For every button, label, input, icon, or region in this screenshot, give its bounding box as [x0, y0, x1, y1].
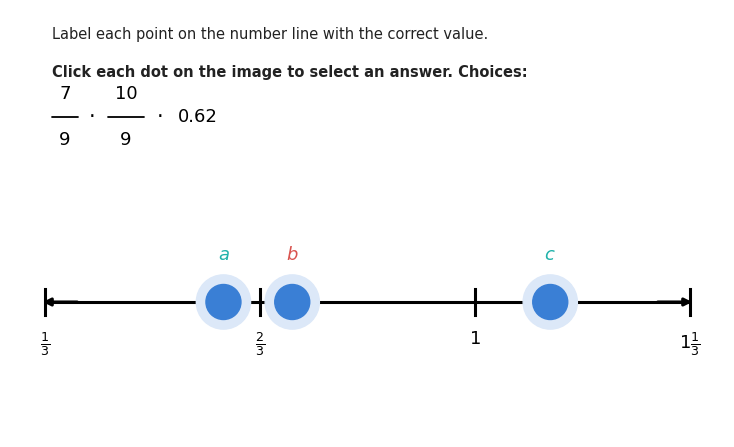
Text: $\frac{1}{3}$: $\frac{1}{3}$	[40, 330, 50, 358]
Text: 10: 10	[115, 85, 137, 103]
Text: $\it{c}$: $\it{c}$	[545, 246, 556, 264]
Circle shape	[196, 275, 250, 329]
Text: Label each point on the number line with the correct value.: Label each point on the number line with…	[52, 27, 488, 42]
Text: $1$: $1$	[469, 330, 481, 348]
Text: $\it{b}$: $\it{b}$	[286, 246, 299, 264]
Circle shape	[523, 275, 578, 329]
Text: 9: 9	[59, 131, 70, 149]
Text: $1\frac{1}{3}$: $1\frac{1}{3}$	[679, 330, 701, 358]
Text: ·: ·	[156, 107, 163, 127]
Circle shape	[533, 284, 568, 320]
Text: Click each dot on the image to select an answer. Choices:: Click each dot on the image to select an…	[52, 65, 528, 80]
Text: 7: 7	[59, 85, 70, 103]
Text: $\frac{2}{3}$: $\frac{2}{3}$	[255, 330, 265, 358]
Text: 9: 9	[120, 131, 131, 149]
Text: 0.62: 0.62	[178, 108, 218, 126]
Text: $\it{a}$: $\it{a}$	[217, 246, 229, 264]
Circle shape	[275, 284, 310, 320]
Circle shape	[265, 275, 319, 329]
Text: ·: ·	[89, 107, 95, 127]
Circle shape	[206, 284, 241, 320]
